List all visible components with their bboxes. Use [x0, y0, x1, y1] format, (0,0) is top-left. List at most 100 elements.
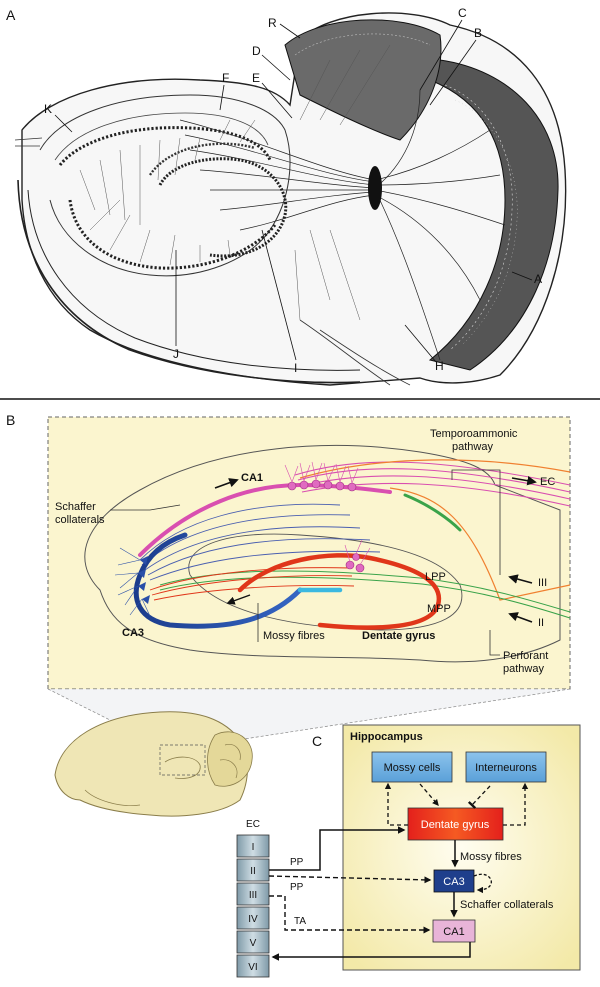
pp-edge-label-1: PP [290, 857, 304, 868]
ec-title: EC [246, 819, 260, 830]
ta-edge-label: TA [294, 916, 306, 927]
green-ca1-fibre [403, 493, 462, 532]
ec-layer-ii-label: II [250, 866, 256, 877]
label-temporoammonic-1: Temporoammonic [430, 428, 518, 440]
label-perforant-2: pathway [503, 663, 544, 675]
panel-a: A [6, 6, 567, 386]
angular-bundle [368, 166, 382, 210]
ec-layer-v [236, 930, 270, 954]
ec-layer-iii-label: III [249, 890, 257, 901]
label-c: C [458, 6, 467, 20]
pp-edge-label-2: PP [290, 882, 304, 893]
ec-output-fibre [299, 459, 571, 479]
rat-brain-icon [54, 711, 253, 817]
mossy-fibres-edge-label: Mossy fibres [460, 851, 522, 863]
label-perforant-1: Perforant [503, 650, 548, 662]
label-d: D [252, 44, 261, 58]
panel-c: C Hippocampus Mossy cells Interneurons D… [236, 724, 581, 978]
pyramidal-beads [58, 126, 277, 270]
label-ca1: CA1 [241, 472, 263, 484]
panel-c-letter: C [312, 733, 322, 749]
ec-output-arrow [511, 475, 537, 486]
ca3-cell-bodies [138, 556, 150, 604]
dentate-gyrus-box [407, 807, 504, 841]
iii-input-arrow [508, 574, 533, 584]
label-h: H [435, 359, 444, 373]
label-i: I [294, 361, 297, 375]
ca1-box [432, 919, 476, 943]
ec-layer-iv [236, 906, 270, 930]
dentate-curl [158, 157, 288, 258]
ec-layer-iii [236, 882, 270, 906]
ca-outer-contour [39, 94, 291, 277]
panel-b-frame [47, 416, 571, 690]
panel-a-letter: A [6, 7, 16, 23]
panel-a-labels: K F R D E C B A H I J [44, 6, 542, 375]
pp-to-ca3-edge [268, 875, 432, 884]
ec-layer-vi-label: VI [248, 962, 257, 973]
label-e: E [252, 71, 260, 85]
panel-b-letter: B [6, 412, 15, 428]
zoom-line-right [204, 688, 571, 746]
orange-fibre [389, 487, 571, 601]
label-dentate-gyrus: Dentate gyrus [362, 630, 435, 642]
interneurons-box [465, 751, 547, 783]
dentate-gyrus-box-label: Dentate gyrus [421, 819, 490, 831]
entorhinal-dense-region [428, 59, 559, 371]
dg-cells [345, 553, 365, 573]
ec-layer-v-label: V [250, 938, 257, 949]
dendrite-texture [79, 44, 391, 321]
dentate-outline [188, 533, 463, 631]
pp-to-dg-edge [269, 826, 406, 871]
ca1-box-label: CA1 [443, 926, 464, 938]
label-mpp: MPP [427, 603, 451, 615]
mossy-direction-arrow [226, 594, 251, 605]
cajal-outline [21, 12, 567, 386]
mossy-cells-label: Mossy cells [384, 762, 441, 774]
ec-layer-i-label: I [252, 842, 255, 853]
dg-dendrites [344, 539, 371, 566]
label-schaffer-1: Schaffer [55, 501, 96, 513]
schaffer-edge-label: Schaffer collaterals [460, 899, 554, 911]
panel-b-labels: CA1 Schaffer collaterals Temporoammonic … [55, 428, 555, 675]
label-f: F [222, 71, 229, 85]
label-ii: II [538, 617, 544, 629]
fibre-bundle [179, 89, 506, 361]
label-mossy-fibres: Mossy fibres [263, 630, 325, 642]
ta-to-ca1-edge [269, 895, 431, 934]
ca1-cell-bodies [287, 479, 357, 492]
ii-input-arrow [508, 612, 533, 623]
label-ec: EC [540, 476, 555, 488]
ca1-to-ec-edge [271, 942, 471, 961]
label-a: A [534, 272, 542, 286]
ca3-box-label: CA3 [443, 876, 464, 888]
ca3-to-ca1-fibres [139, 503, 381, 581]
interneurons-label: Interneurons [475, 762, 537, 774]
label-ca3: CA3 [122, 627, 144, 639]
ec-layer-iv-label: IV [248, 914, 258, 925]
ec-layer-i [236, 834, 270, 858]
label-r: R [268, 16, 277, 30]
label-j: J [173, 347, 179, 361]
subiculum-dense-region [284, 19, 442, 141]
zoom-line-left [47, 688, 161, 746]
hippocampus-title: Hippocampus [350, 731, 423, 743]
ca3-dendrites [114, 547, 151, 617]
dg-feedback-edges [384, 782, 529, 826]
label-k: K [44, 102, 52, 116]
label-iii: III [538, 577, 547, 589]
panel-b: B [6, 412, 571, 690]
mossy-cells-box [371, 751, 453, 783]
ca1-direction-arrow [214, 478, 239, 489]
ec-column: I II III IV V VI [236, 834, 270, 978]
panel-b-leaders [110, 469, 501, 656]
dentate-granule-layer [237, 553, 442, 630]
label-b: B [474, 26, 482, 40]
ca1-dendrites [284, 461, 359, 484]
label-temporoammonic-2: pathway [452, 441, 493, 453]
ca3-layer [133, 532, 303, 629]
mossy-fibre-lines [149, 567, 355, 601]
ec-layer-vi [236, 954, 270, 978]
label-schaffer-2: collaterals [55, 514, 105, 526]
